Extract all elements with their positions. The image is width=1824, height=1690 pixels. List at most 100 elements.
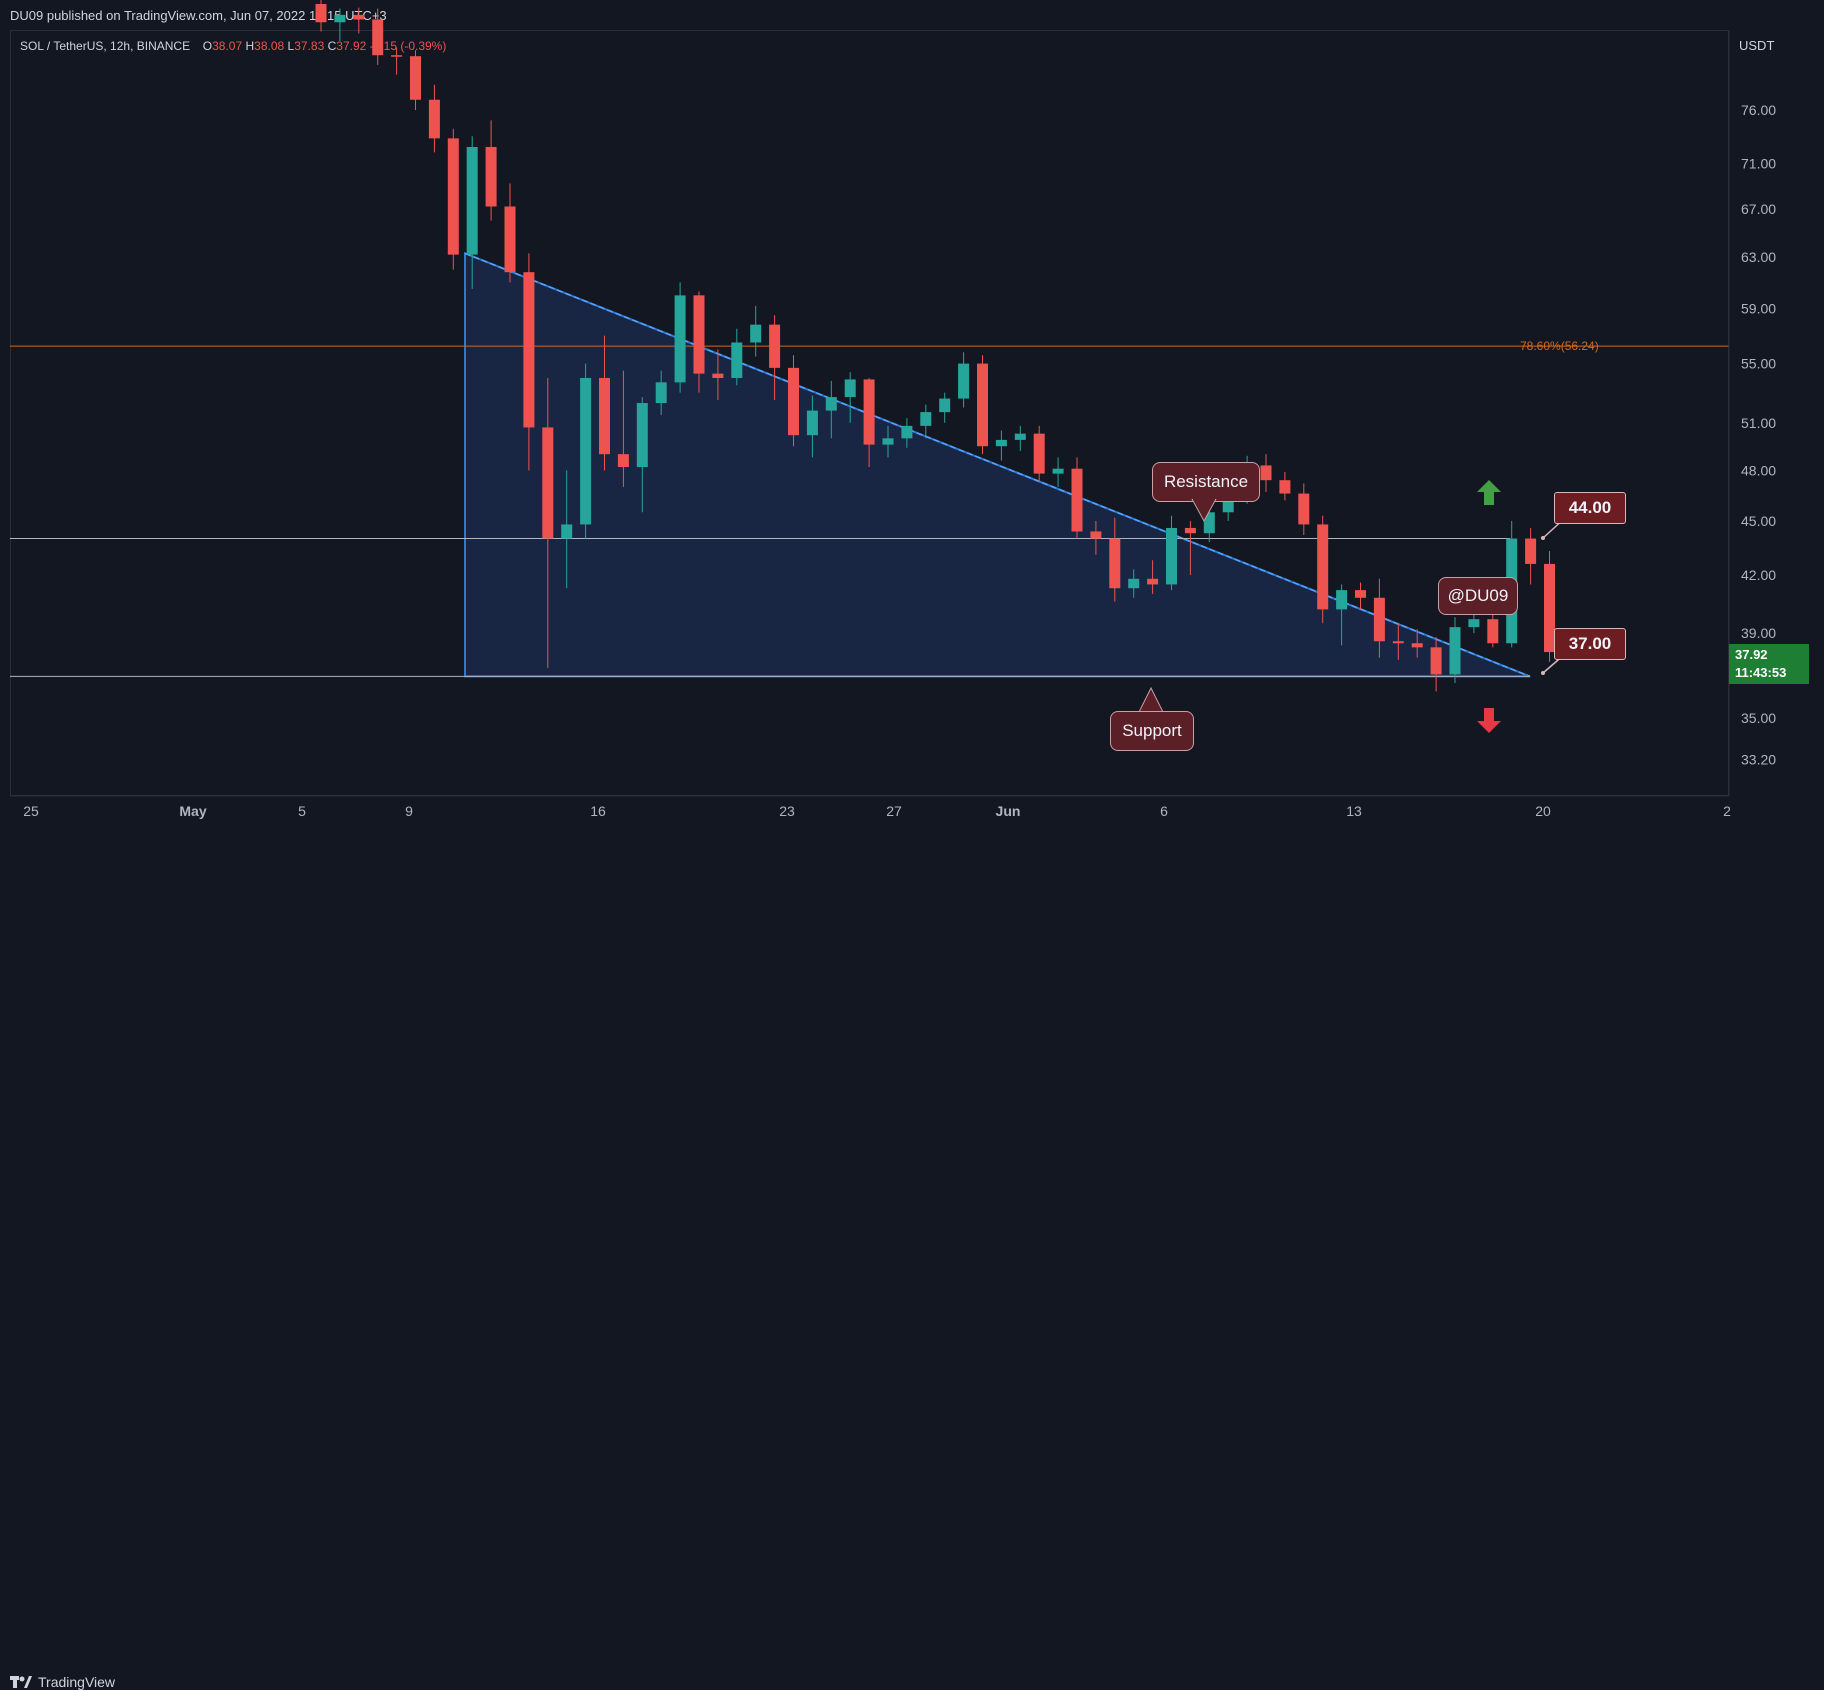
tradingview-logo-icon xyxy=(10,1676,32,1688)
candle xyxy=(1336,584,1348,646)
y-tick-label: 63.00 xyxy=(1741,249,1776,265)
close-value: 37.92 xyxy=(336,39,367,53)
candle-body xyxy=(939,398,951,413)
candle-body xyxy=(410,56,421,100)
x-tick-label: 27 xyxy=(886,803,902,819)
candle xyxy=(939,392,951,423)
candle-body xyxy=(1487,619,1499,644)
candle xyxy=(1373,578,1385,658)
candle-body xyxy=(315,4,327,23)
candle xyxy=(920,404,932,439)
candle-body xyxy=(334,14,346,23)
candle-body xyxy=(1411,643,1423,648)
candle xyxy=(1260,454,1272,492)
axis-currency[interactable]: USDT xyxy=(1739,38,1775,53)
tradingview-logo[interactable]: TradingView xyxy=(10,1674,115,1690)
candle-body xyxy=(712,373,724,378)
candle-body xyxy=(1184,527,1196,534)
candle-body xyxy=(1203,512,1215,534)
last-price-countdown: 11:43:53 xyxy=(1735,665,1787,680)
candle xyxy=(1430,637,1442,692)
candle-body xyxy=(523,272,535,428)
candle-body xyxy=(1373,597,1385,642)
candle xyxy=(315,0,327,32)
candle xyxy=(693,291,705,393)
y-tick-label: 39.00 xyxy=(1741,625,1776,641)
candle-body xyxy=(731,342,743,378)
y-tick-label: 42.00 xyxy=(1741,567,1776,583)
candle-body xyxy=(1298,493,1310,525)
candle-body xyxy=(580,377,592,525)
open-label: O xyxy=(202,39,213,53)
candle-body xyxy=(542,427,554,539)
candle-body xyxy=(1449,627,1461,675)
candle xyxy=(1184,520,1196,576)
x-tick-label: 13 xyxy=(1346,803,1362,819)
candle xyxy=(542,377,554,669)
x-tick-label: 6 xyxy=(1160,803,1168,819)
candle xyxy=(882,425,894,458)
candle-body xyxy=(655,382,667,404)
price-tag-44-label: 44.00 xyxy=(1568,498,1612,517)
candle xyxy=(1090,520,1102,555)
candle-body xyxy=(882,438,894,445)
x-tick-label: 16 xyxy=(590,803,606,819)
candle-body xyxy=(485,146,497,207)
price-tag-37-anchor xyxy=(1541,671,1545,675)
low-label: L xyxy=(287,39,295,53)
candle-body xyxy=(1033,433,1045,474)
candle-body xyxy=(1128,578,1140,589)
footer-bar: TradingView xyxy=(0,832,1824,1690)
candle-body xyxy=(428,99,440,139)
candle xyxy=(372,8,384,65)
candle xyxy=(353,7,365,34)
candle xyxy=(712,349,724,401)
candle-body xyxy=(863,379,875,445)
candle xyxy=(1279,471,1291,501)
y-tick-label: 35.00 xyxy=(1741,710,1776,726)
y-tick-label: 59.00 xyxy=(1741,301,1776,317)
candle-body xyxy=(1468,619,1480,628)
candle xyxy=(1128,569,1140,598)
y-tick-label: 51.00 xyxy=(1741,415,1776,431)
candle xyxy=(995,430,1007,461)
candle-body xyxy=(1090,531,1102,539)
support-label: Support xyxy=(1122,721,1182,740)
y-tick-label: 45.00 xyxy=(1741,513,1776,529)
candle xyxy=(901,418,913,448)
candle-body xyxy=(1260,465,1272,481)
author-callout: @DU09 xyxy=(1438,577,1518,615)
x-tick-label: 23 xyxy=(779,803,795,819)
close-label: C xyxy=(327,39,337,53)
candle-body xyxy=(1544,563,1555,653)
candle xyxy=(561,470,573,589)
candle-body xyxy=(693,295,705,374)
candle-body xyxy=(1071,468,1083,532)
price-tag-37: 37.00 xyxy=(1554,628,1626,660)
candle-body xyxy=(466,146,478,255)
candle xyxy=(466,136,478,289)
candle xyxy=(617,370,629,487)
chart-canvas[interactable]: 76.00 71.00 67.00 63.00 59.00 55.00 51.00 48.00… xyxy=(0,0,1824,869)
candle-body xyxy=(353,14,365,20)
candle xyxy=(599,335,610,471)
candle-body xyxy=(901,425,913,439)
candle xyxy=(1147,560,1159,594)
candle xyxy=(806,395,818,458)
author-label: @DU09 xyxy=(1447,586,1509,605)
candle-body xyxy=(561,524,573,539)
y-tick-label: 76.00 xyxy=(1741,102,1776,118)
change-value: -0.15 (-0.39%) xyxy=(369,39,447,53)
low-value: 37.83 xyxy=(294,39,325,53)
resistance-label: Resistance xyxy=(1163,472,1249,491)
candle xyxy=(731,328,743,386)
candle xyxy=(1411,629,1423,658)
y-tick-label: 48.00 xyxy=(1741,462,1776,478)
candle xyxy=(1014,425,1026,451)
price-tag-37-label: 37.00 xyxy=(1568,634,1612,653)
candle-body xyxy=(1317,524,1329,610)
candle xyxy=(334,8,346,41)
x-tick-label: 9 xyxy=(405,803,413,819)
symbol-name[interactable]: SOL / TetherUS, 12h, BINANCE xyxy=(20,39,191,53)
support-callout-pointer xyxy=(1137,686,1165,714)
